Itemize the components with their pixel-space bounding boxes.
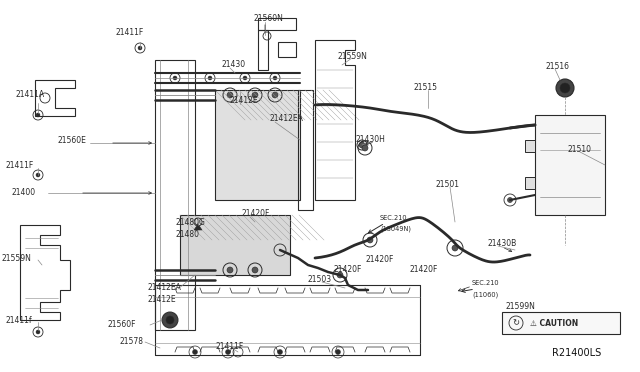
Text: 21560E: 21560E: [58, 136, 87, 145]
Circle shape: [138, 46, 142, 50]
Circle shape: [272, 92, 278, 98]
Circle shape: [193, 350, 198, 355]
Circle shape: [335, 350, 340, 355]
Bar: [258, 18, 296, 30]
Text: ↻: ↻: [513, 318, 520, 327]
Text: 21411F: 21411F: [115, 28, 143, 37]
Text: 21430: 21430: [222, 60, 246, 69]
Circle shape: [252, 92, 258, 98]
Bar: [535, 115, 605, 215]
Polygon shape: [194, 224, 202, 230]
Text: 21510: 21510: [568, 145, 592, 154]
Bar: [155, 60, 195, 330]
Text: SEC.210: SEC.210: [380, 215, 408, 221]
Circle shape: [36, 330, 40, 334]
Bar: [525, 140, 535, 152]
Text: 21559N: 21559N: [2, 254, 32, 263]
Circle shape: [452, 245, 458, 251]
Text: 21412E: 21412E: [230, 96, 259, 105]
Text: 21420F: 21420F: [366, 255, 394, 264]
Text: (11060): (11060): [472, 292, 499, 298]
Circle shape: [560, 83, 570, 93]
Bar: [258, 30, 268, 70]
Text: 21420F: 21420F: [334, 265, 362, 274]
Bar: [278, 42, 296, 57]
Circle shape: [166, 316, 174, 324]
Text: 21560N: 21560N: [253, 14, 283, 23]
Text: 21412EA: 21412EA: [270, 114, 304, 123]
Text: 21411F: 21411F: [216, 342, 244, 351]
Text: 21559N: 21559N: [338, 52, 368, 61]
Text: 21560F: 21560F: [107, 320, 136, 329]
Text: SEC.210: SEC.210: [472, 280, 500, 286]
Text: 21516: 21516: [546, 62, 570, 71]
Bar: [525, 177, 535, 189]
Circle shape: [362, 145, 368, 151]
Circle shape: [367, 237, 373, 243]
Circle shape: [337, 272, 343, 278]
Text: ⚠ CAUTION: ⚠ CAUTION: [530, 318, 579, 327]
Bar: [180, 215, 290, 275]
Text: (13049N): (13049N): [380, 226, 411, 232]
Bar: [298, 90, 313, 210]
Circle shape: [162, 312, 178, 328]
Bar: [502, 312, 620, 334]
Text: 21480G: 21480G: [176, 218, 206, 227]
Circle shape: [227, 92, 233, 98]
Text: 21400: 21400: [12, 188, 36, 197]
Text: 21420F: 21420F: [242, 209, 270, 218]
Circle shape: [227, 267, 233, 273]
Text: 21411F: 21411F: [6, 161, 35, 170]
Text: 21515: 21515: [413, 83, 437, 92]
Circle shape: [359, 142, 365, 148]
Circle shape: [36, 113, 40, 117]
Circle shape: [225, 350, 230, 355]
Circle shape: [208, 76, 212, 80]
Text: 21599N: 21599N: [505, 302, 535, 311]
Text: 21578: 21578: [120, 337, 144, 346]
Circle shape: [273, 76, 277, 80]
Circle shape: [508, 198, 513, 202]
Text: 21430H: 21430H: [356, 135, 386, 144]
Text: 21412EA: 21412EA: [148, 283, 182, 292]
Text: 21503: 21503: [308, 275, 332, 284]
Circle shape: [556, 79, 574, 97]
Text: 21411A: 21411A: [15, 90, 44, 99]
Text: 21412E: 21412E: [148, 295, 177, 304]
Circle shape: [173, 76, 177, 80]
Text: R21400LS: R21400LS: [552, 348, 601, 358]
Text: 21430B: 21430B: [487, 239, 516, 248]
Text: 21411f: 21411f: [6, 316, 33, 325]
Text: 21501: 21501: [436, 180, 460, 189]
Text: 21480: 21480: [176, 230, 200, 239]
Circle shape: [243, 76, 247, 80]
Circle shape: [278, 350, 282, 355]
Text: 21420F: 21420F: [410, 265, 438, 274]
Bar: [215, 90, 300, 200]
Circle shape: [252, 267, 258, 273]
Circle shape: [36, 173, 40, 177]
